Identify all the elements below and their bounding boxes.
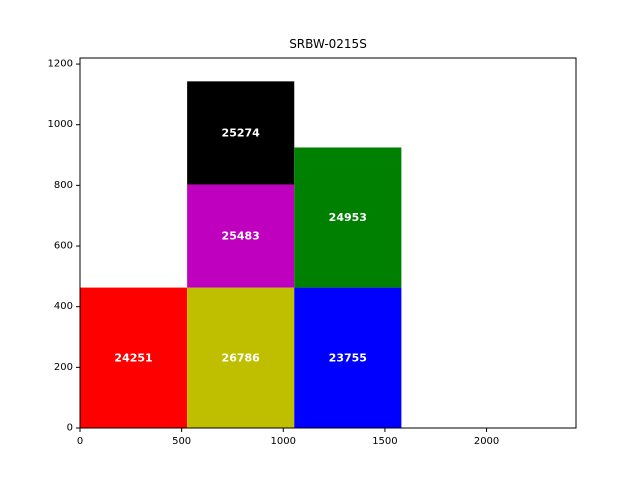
rectangle-23755: [294, 287, 402, 428]
y-tick-label: 200: [54, 362, 73, 373]
x-tick-label: 1500: [372, 436, 397, 447]
rectangle-label: 26786: [222, 351, 261, 364]
x-tick-label: 2000: [474, 436, 499, 447]
plot-area-frame: [79, 57, 577, 429]
x-axis: 0 500 1000 1500 2000: [77, 428, 499, 447]
y-axis: 0 200 400 600 800 1000 1200: [48, 59, 80, 434]
y-tick-label: 400: [54, 301, 73, 312]
rectangle-25483: [187, 184, 295, 288]
rectangle-labels: 24251 26786 23755 25483 25274 24953: [114, 126, 367, 364]
rectangle-label: 25274: [222, 126, 261, 139]
rectangle-26786: [187, 287, 295, 428]
plot-rectangles: [80, 81, 402, 428]
rectangle-label: 24251: [114, 351, 152, 364]
x-tick-label: 0: [77, 436, 83, 447]
chart-title: SRBW-0215S: [289, 37, 367, 51]
y-tick-label: 0: [67, 423, 73, 434]
rectangle-24251: [80, 287, 188, 428]
y-tick-label: 1200: [48, 59, 73, 70]
rectangle-label: 24953: [329, 211, 367, 224]
rectangle-label: 25483: [222, 230, 260, 243]
y-tick-label: 1000: [48, 119, 73, 130]
y-tick-label: 800: [54, 180, 73, 191]
rectangle-25274: [187, 81, 295, 185]
rectangle-24953: [294, 147, 402, 288]
y-tick-label: 600: [54, 241, 73, 252]
rectangle-label: 23755: [329, 351, 367, 364]
x-tick-label: 500: [172, 436, 191, 447]
x-tick-label: 1000: [271, 436, 296, 447]
